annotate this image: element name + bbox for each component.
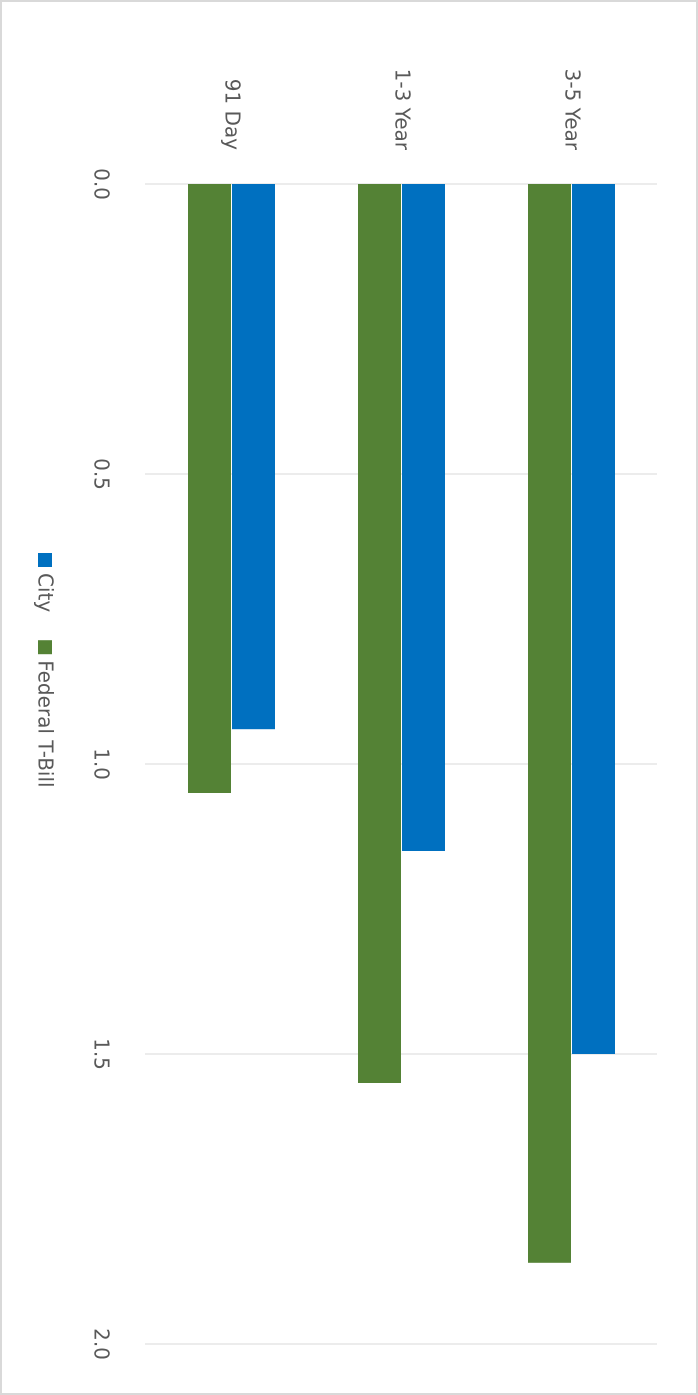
legend-label: Federal T-Bill: [34, 660, 58, 787]
bar: [402, 184, 445, 851]
y-tick-label: 0.0: [90, 168, 114, 200]
bar: [572, 184, 615, 1054]
bar: [358, 184, 401, 1083]
legend-swatch: [38, 640, 52, 655]
bar: [188, 184, 231, 793]
legend-label: City: [34, 573, 58, 612]
plot: 0.0 0.5 1.0 1.5 2.0 91 Day 1-3 Year 3-5 Year Cit…: [34, 69, 657, 1360]
y-tick-label: 2.0: [90, 1328, 114, 1360]
category-label: 91 Day: [221, 79, 245, 150]
category-label: 1-3 Year: [391, 69, 415, 151]
y-tick-label: 1.5: [90, 1038, 114, 1070]
legend-swatch: [38, 553, 52, 567]
y-tick-label: 0.5: [90, 458, 114, 490]
bar: [232, 184, 275, 730]
y-tick-label: 1.0: [90, 748, 114, 780]
category-label: 3-5 Year: [561, 69, 585, 151]
bar: [528, 184, 571, 1263]
